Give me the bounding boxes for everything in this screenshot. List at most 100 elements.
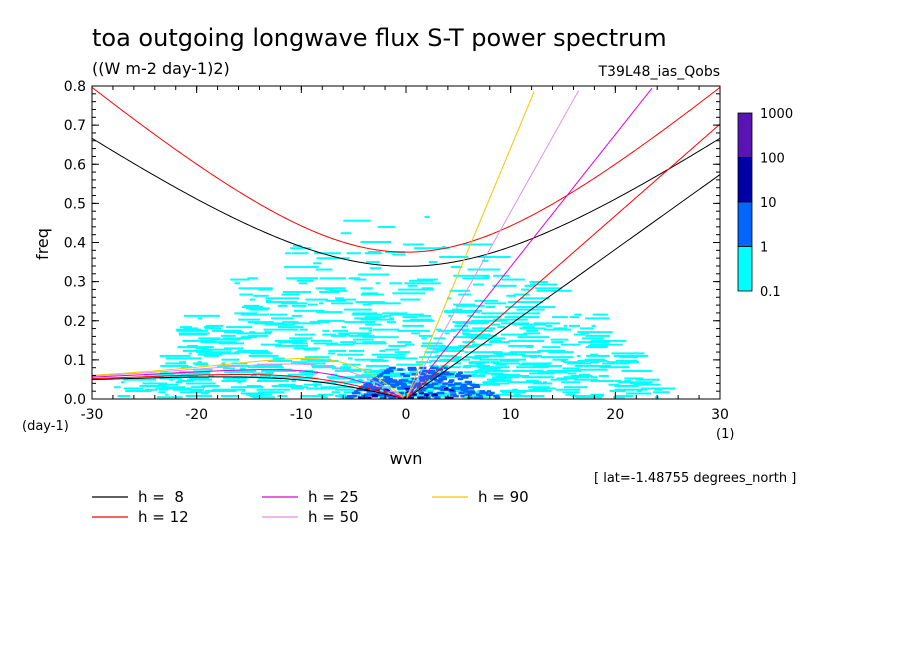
contour-patch: [492, 352, 517, 355]
contour-patch: [461, 332, 471, 335]
contour-patch: [341, 326, 347, 329]
contour-patch: [454, 374, 465, 378]
contour-patch: [488, 341, 510, 344]
contour-patch: [269, 313, 288, 316]
contour-patch: [520, 297, 550, 300]
contour-patch: [310, 339, 332, 342]
contour-patch: [185, 394, 213, 397]
y-tick-label: 0.7: [64, 118, 86, 134]
contour-patch: [455, 322, 488, 325]
contour-patch: [577, 331, 613, 334]
contour-patch: [455, 304, 485, 307]
contour-patch: [467, 314, 474, 317]
contour-patch: [322, 333, 337, 336]
contour-patch: [240, 392, 264, 395]
contour-patch: [229, 369, 257, 372]
contour-patch: [376, 356, 406, 359]
contour-patch: [578, 341, 610, 344]
contour-patch: [420, 344, 446, 347]
contour-patch: [522, 326, 535, 329]
contour-patch: [384, 377, 393, 381]
contour-patch: [220, 394, 240, 397]
contour-patch: [479, 358, 499, 361]
contour-patch: [386, 321, 396, 324]
contour-patch: [573, 378, 599, 381]
contour-patch: [204, 327, 222, 330]
contour-patch: [561, 381, 581, 384]
contour-patch: [377, 374, 383, 378]
colorbar-segment: [737, 112, 753, 158]
contour-patch: [159, 354, 191, 357]
contour-patch: [159, 377, 183, 380]
contour-patch: [165, 357, 202, 360]
contour-patch: [535, 306, 556, 309]
contour-patch: [343, 219, 371, 222]
contour-patch: [360, 318, 395, 321]
contour-patch: [491, 323, 501, 326]
contour-patch: [384, 374, 403, 377]
contour-patch: [441, 245, 446, 248]
contour-patch: [335, 388, 355, 391]
contour-patch: [477, 368, 497, 371]
contour-patch: [615, 359, 638, 362]
contour-patch: [249, 331, 256, 334]
contour-patch: [417, 278, 438, 281]
contour-patch: [113, 386, 121, 389]
contour-patch: [181, 366, 193, 369]
contour-patch: [613, 354, 649, 357]
contour-patch: [253, 364, 282, 367]
contour-patch: [517, 336, 550, 339]
contour-patch: [617, 381, 653, 384]
contour-patch: [305, 376, 313, 379]
contour-patch: [505, 306, 535, 309]
contour-patch: [175, 381, 183, 384]
contour-patch: [506, 294, 516, 297]
contour-patch: [525, 346, 533, 349]
contour-patch: [335, 297, 344, 300]
contour-patch: [367, 387, 376, 390]
contour-patch: [421, 382, 429, 385]
contour-patch: [429, 364, 439, 367]
contour-patch: [543, 328, 572, 331]
contour-patch: [489, 339, 502, 342]
contour-patch: [402, 319, 435, 322]
contour-patch: [497, 326, 505, 329]
contour-patch: [181, 373, 191, 376]
contour-patch: [402, 316, 418, 319]
contour-patch: [363, 383, 373, 387]
contour-patch: [264, 331, 272, 334]
contour-patch: [236, 332, 272, 335]
contour-patch: [439, 346, 474, 349]
contour-patch: [444, 309, 449, 312]
contour-patch: [482, 381, 496, 384]
contour-patch: [249, 308, 269, 311]
contour-patch: [419, 372, 426, 376]
contour-patch: [386, 368, 392, 371]
contour-patch: [461, 329, 493, 332]
contour-patch: [249, 298, 255, 301]
contour-patch: [454, 324, 469, 327]
contour-patch: [384, 369, 394, 373]
contour-patch: [429, 359, 460, 362]
contour-patch: [282, 321, 299, 324]
contour-patch: [394, 351, 411, 354]
contour-patch: [471, 319, 508, 322]
x-tick-label: 30: [711, 407, 729, 423]
contour-patch: [368, 251, 381, 254]
contour-patch: [587, 344, 608, 347]
contour-patch: [293, 309, 325, 312]
contour-patch: [319, 291, 340, 294]
contour-patch: [376, 372, 412, 375]
contour-patch: [584, 358, 605, 361]
contour-patch: [326, 376, 347, 379]
contour-patch: [277, 304, 288, 307]
contour-patch: [504, 316, 540, 319]
contour-patch: [614, 388, 647, 391]
contour-patch: [535, 287, 562, 290]
contour-patch: [501, 278, 525, 281]
contour-patch: [370, 359, 389, 362]
contour-patch: [294, 333, 316, 336]
contour-patch: [413, 247, 449, 250]
contour-patch: [571, 394, 604, 397]
contour-patch: [427, 387, 439, 390]
